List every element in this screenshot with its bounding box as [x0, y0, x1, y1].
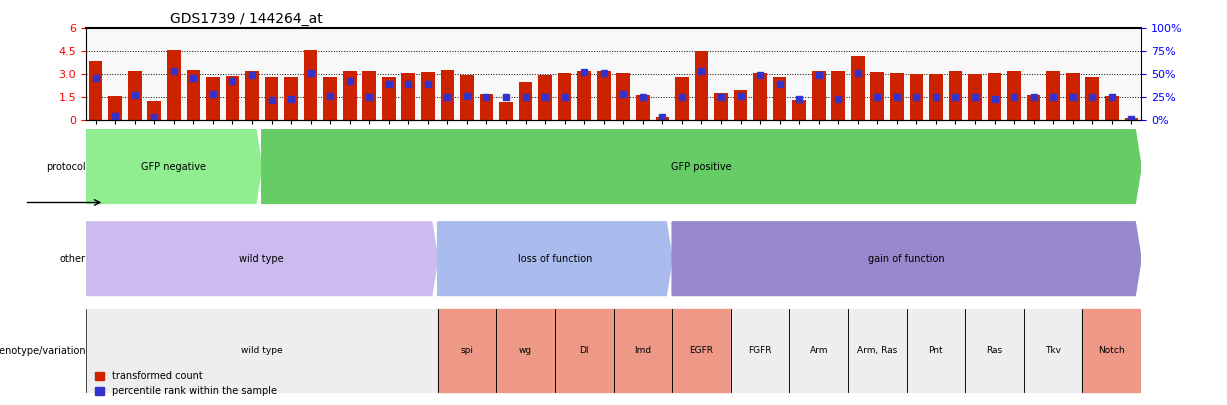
- FancyArrow shape: [86, 222, 438, 296]
- Bar: [1106, 96, 1119, 121]
- Bar: [128, 71, 141, 121]
- Bar: [870, 72, 885, 121]
- Bar: [714, 93, 728, 121]
- Bar: [1086, 77, 1099, 121]
- FancyArrow shape: [672, 222, 1141, 296]
- Bar: [1124, 118, 1139, 121]
- FancyArrow shape: [438, 222, 672, 296]
- Text: GFP negative: GFP negative: [141, 162, 206, 172]
- Text: other: other: [60, 254, 86, 264]
- Text: Tkv: Tkv: [1045, 346, 1061, 355]
- Bar: [362, 71, 375, 121]
- Bar: [694, 51, 708, 121]
- Text: Arm: Arm: [810, 346, 828, 355]
- Bar: [789, 309, 848, 392]
- Bar: [555, 309, 614, 392]
- Bar: [88, 62, 103, 121]
- Bar: [480, 94, 493, 121]
- Text: loss of function: loss of function: [518, 254, 593, 264]
- Text: Dl: Dl: [579, 346, 589, 355]
- Bar: [848, 309, 907, 392]
- Bar: [1023, 309, 1082, 392]
- Bar: [1007, 71, 1021, 121]
- Bar: [636, 95, 649, 121]
- Bar: [421, 72, 434, 121]
- Text: Ras: Ras: [987, 346, 1002, 355]
- Bar: [342, 71, 357, 121]
- Bar: [948, 70, 962, 121]
- Bar: [1066, 73, 1080, 121]
- Bar: [850, 56, 865, 121]
- Text: EGFR: EGFR: [690, 346, 713, 355]
- Bar: [304, 50, 318, 121]
- Bar: [929, 75, 942, 121]
- Bar: [909, 75, 923, 121]
- Text: wild type: wild type: [239, 254, 285, 264]
- Bar: [519, 82, 533, 121]
- Bar: [206, 77, 220, 121]
- Bar: [968, 75, 982, 121]
- Bar: [324, 77, 337, 121]
- Bar: [1027, 95, 1040, 121]
- Bar: [460, 75, 474, 121]
- Bar: [147, 100, 161, 121]
- Bar: [265, 77, 279, 121]
- Bar: [890, 73, 903, 121]
- Bar: [907, 309, 966, 392]
- Bar: [988, 73, 1001, 121]
- FancyArrow shape: [261, 130, 1141, 203]
- Bar: [226, 76, 239, 121]
- Text: Imd: Imd: [634, 346, 652, 355]
- Text: protocol: protocol: [47, 162, 86, 172]
- Bar: [966, 309, 1023, 392]
- Text: wild type: wild type: [240, 346, 282, 355]
- Bar: [382, 77, 395, 121]
- Bar: [285, 77, 298, 121]
- Bar: [793, 100, 806, 121]
- Bar: [616, 73, 631, 121]
- Text: Notch: Notch: [1098, 346, 1125, 355]
- Bar: [401, 73, 415, 121]
- Bar: [496, 309, 555, 392]
- Bar: [596, 71, 611, 121]
- Bar: [578, 70, 591, 121]
- Text: GDS1739 / 144264_at: GDS1739 / 144264_at: [171, 12, 323, 26]
- Bar: [1047, 71, 1060, 121]
- Bar: [812, 70, 826, 121]
- FancyArrow shape: [86, 130, 261, 203]
- Text: Arm, Ras: Arm, Ras: [858, 346, 897, 355]
- Bar: [614, 309, 672, 392]
- Bar: [655, 117, 669, 121]
- Text: spi: spi: [460, 346, 474, 355]
- Text: genotype/variation: genotype/variation: [0, 346, 86, 356]
- Text: Pnt: Pnt: [929, 346, 944, 355]
- Bar: [753, 73, 767, 121]
- Text: GFP positive: GFP positive: [671, 162, 731, 172]
- Bar: [438, 309, 496, 392]
- Text: gain of function: gain of function: [869, 254, 945, 264]
- Bar: [672, 309, 731, 392]
- Legend: transformed count, percentile rank within the sample: transformed count, percentile rank withi…: [91, 367, 281, 400]
- Bar: [773, 77, 787, 121]
- Bar: [499, 102, 513, 121]
- Bar: [539, 75, 552, 121]
- Bar: [1082, 309, 1141, 392]
- Text: FGFR: FGFR: [748, 346, 772, 355]
- Bar: [731, 309, 789, 392]
- Bar: [675, 77, 688, 121]
- Bar: [187, 70, 200, 121]
- Bar: [108, 96, 121, 121]
- Bar: [558, 73, 572, 121]
- Bar: [245, 71, 259, 121]
- Bar: [440, 70, 454, 121]
- Bar: [734, 90, 747, 121]
- Text: wg: wg: [519, 346, 533, 355]
- Bar: [86, 309, 438, 392]
- Bar: [832, 71, 845, 121]
- Bar: [167, 50, 180, 121]
